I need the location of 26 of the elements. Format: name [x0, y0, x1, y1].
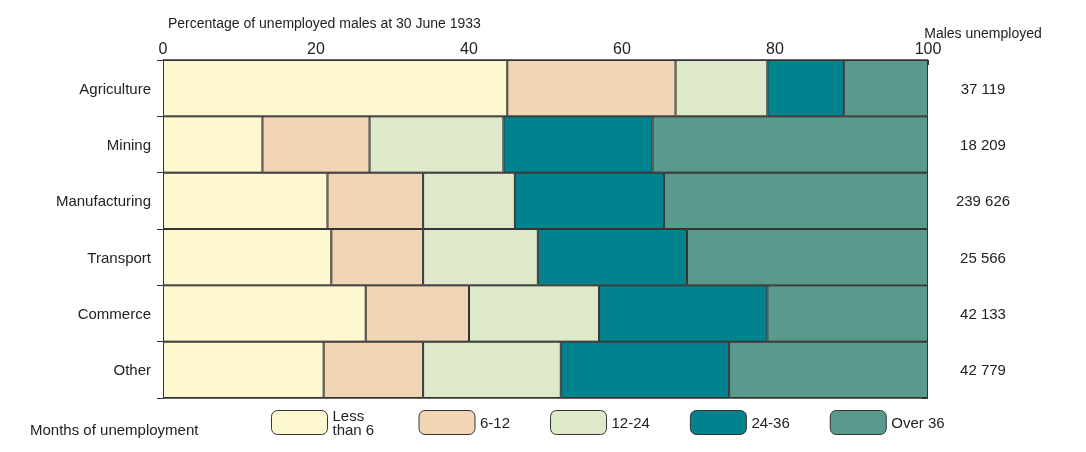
x-tick-label: 20 — [307, 39, 325, 57]
y-tick-label: Manufacturing — [55, 192, 151, 210]
y-tick-label: Other — [113, 361, 151, 379]
legend-label: 12-24 — [611, 414, 650, 431]
legend-title: Months of unemployment — [30, 421, 200, 438]
x-tick-label: 100 — [914, 39, 942, 57]
x-tick-label: 40 — [460, 39, 478, 57]
text: 239 626 — [955, 192, 1011, 210]
x-tick-label: 60 — [613, 39, 631, 57]
text: 42 779 — [960, 361, 1006, 379]
y-tick-label: Agriculture — [79, 79, 151, 97]
text: 18 209 — [960, 136, 1006, 153]
legend-label: 24-36 — [751, 414, 790, 431]
text: 42 133 — [960, 305, 1006, 322]
y-tick-label: Transport — [87, 248, 152, 266]
legend-label: Less than 6 — [332, 407, 375, 438]
x-tick-label: 80 — [766, 39, 784, 57]
legend-label: 6-12 — [480, 414, 511, 431]
x-axis-title: Percentage of unemployed males at 30 June 1933 — [168, 15, 482, 31]
y-tick-label: Commerce — [77, 305, 151, 322]
x-tick-label: 0 — [158, 39, 168, 57]
y2-axis-title: Males unemployed — [924, 24, 1042, 41]
text: 37 119 — [960, 79, 1006, 97]
legend-label: Over 36 — [891, 414, 945, 431]
text: 25 566 — [960, 248, 1006, 266]
y-tick-label: Mining — [106, 136, 151, 153]
